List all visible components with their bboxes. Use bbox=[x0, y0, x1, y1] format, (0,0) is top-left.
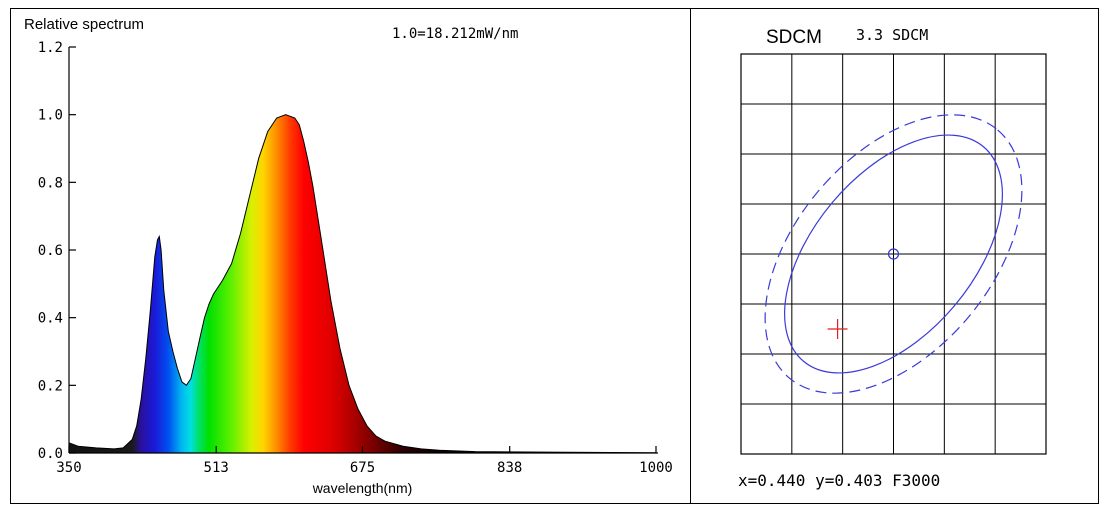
y-tick-label: 1.2 bbox=[38, 40, 63, 56]
scale-annotation: 1.0=18.212mW/nm bbox=[392, 26, 518, 42]
y-tick-label: 0.8 bbox=[38, 175, 63, 191]
panel-divider bbox=[690, 8, 691, 504]
target-point bbox=[887, 248, 900, 260]
y-tick-label: 0.6 bbox=[38, 243, 63, 259]
x-tick-label: 1000 bbox=[639, 460, 673, 476]
chart-frame bbox=[10, 8, 1099, 504]
x-tick-label: 513 bbox=[204, 460, 229, 476]
spectrum-line bbox=[68, 114, 657, 454]
inner-ellipse bbox=[784, 134, 1003, 374]
spectrum-area bbox=[69, 114, 656, 453]
sdcm-value: 3.3 SDCM bbox=[856, 26, 928, 44]
sdcm-grid bbox=[740, 53, 1047, 455]
sdcm-title: SDCM bbox=[766, 27, 822, 48]
x-axis-label: wavelength(nm) bbox=[312, 480, 413, 496]
y-tick-label: 1.0 bbox=[38, 108, 63, 124]
x-ticks: 350 513 675 838 1000 bbox=[56, 446, 673, 476]
x-tick-label: 675 bbox=[350, 460, 375, 476]
chart-title: Relative spectrum bbox=[24, 16, 144, 33]
measured-point bbox=[827, 319, 848, 339]
y-tick-label: 0.0 bbox=[38, 446, 63, 462]
x-tick-label: 350 bbox=[56, 460, 81, 476]
outer-ellipse bbox=[764, 114, 1023, 394]
y-ticks: 0.0 0.2 0.4 0.6 0.8 1.0 1.2 bbox=[38, 40, 76, 462]
y-tick-label: 0.4 bbox=[38, 311, 63, 327]
y-tick-label: 0.2 bbox=[38, 378, 63, 394]
chromaticity-readout: x=0.440 y=0.403 F3000 bbox=[738, 471, 940, 490]
spectrum-panel: Relative spectrum 1.0=18.212mW/nm 0.0 0.2… bbox=[24, 16, 673, 496]
x-tick-label: 838 bbox=[497, 460, 522, 476]
sdcm-panel: SDCM 3.3 SDCM x=0.440 y=0.403 F3000 bbox=[738, 26, 1047, 490]
